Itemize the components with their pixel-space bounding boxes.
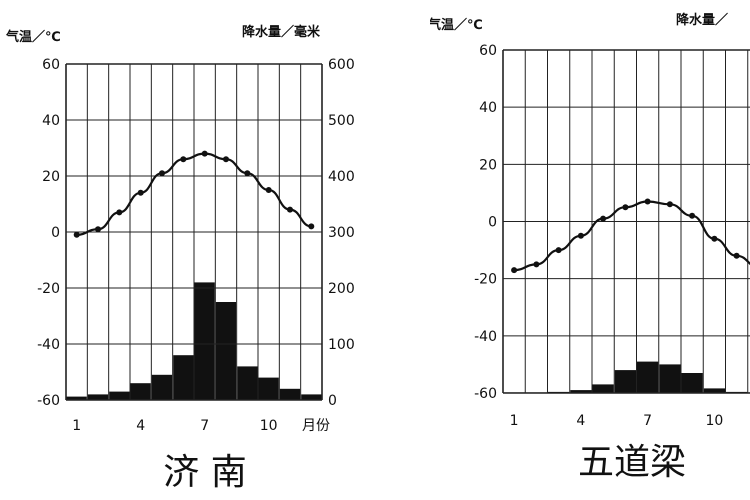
precip-axis-label: 降水量／ <box>676 12 728 28</box>
temp-axis-label: 气温／℃ <box>6 29 61 45</box>
temperature-point-month-12 <box>308 223 315 230</box>
temperature-point-month-1 <box>73 231 80 238</box>
precip-tick-label: 400 <box>328 169 355 185</box>
precip-bar-month-4 <box>570 390 592 393</box>
precip-tick-label: 600 <box>328 57 355 73</box>
temp-tick-label: -40 <box>474 329 497 345</box>
precip-bar-month-5 <box>592 384 614 393</box>
temperature-point-month-4 <box>577 232 584 239</box>
temperature-point-month-7 <box>201 150 208 157</box>
precip-bar-month-9 <box>681 373 703 393</box>
precip-bar-month-10 <box>703 388 726 393</box>
precip-bar-month-7 <box>194 282 215 400</box>
precip-bar-month-12 <box>301 394 322 400</box>
precip-tick-label: 0 <box>328 393 337 409</box>
temp-tick-label: 40 <box>479 100 497 116</box>
month-tick-label: 10 <box>705 413 723 429</box>
precip-tick-label: 300 <box>328 225 355 241</box>
precip-tick-label: 200 <box>328 281 355 297</box>
temp-tick-label: -40 <box>37 337 60 353</box>
precip-tick-label: 500 <box>328 113 355 129</box>
temperature-point-month-10 <box>265 187 272 193</box>
precip-bar-month-6 <box>614 370 637 393</box>
temp-tick-label: 60 <box>42 57 60 73</box>
month-tick-label: 7 <box>200 418 209 434</box>
temp-tick-label: 0 <box>488 215 497 231</box>
precip-bar-month-9 <box>237 366 258 400</box>
temperature-point-month-5 <box>159 170 165 177</box>
temp-tick-label: -20 <box>37 281 60 297</box>
temperature-point-month-1 <box>511 267 518 274</box>
precip-bar-month-4 <box>130 383 151 400</box>
temperature-point-month-3 <box>116 209 123 216</box>
temp-tick-label: -60 <box>474 386 497 402</box>
temperature-point-month-9 <box>689 212 696 219</box>
temperature-point-month-2 <box>95 226 101 233</box>
temperature-point-month-5 <box>600 215 607 222</box>
temperature-point-month-4 <box>137 189 144 196</box>
precip-bar-month-7 <box>637 361 659 393</box>
precip-tick-label: 100 <box>328 337 355 353</box>
precip-bar-month-5 <box>151 374 173 400</box>
temp-tick-label: -20 <box>474 272 497 288</box>
temperature-point-month-11 <box>733 252 740 259</box>
temperature-point-month-6 <box>622 204 629 211</box>
precip-bar-month-3 <box>109 391 130 400</box>
temp-tick-label: 20 <box>479 157 497 173</box>
temp-tick-label: -60 <box>37 393 60 409</box>
month-tick-label: 1 <box>72 418 81 434</box>
month-unit-label: 月份 <box>302 418 330 434</box>
temperature-point-month-11 <box>287 206 293 213</box>
temp-tick-label: 60 <box>479 43 497 59</box>
city-title: 五道梁 <box>578 442 686 483</box>
month-tick-label: 7 <box>643 413 652 429</box>
month-tick-label: 4 <box>136 418 145 434</box>
precip-bar-month-6 <box>173 355 194 400</box>
precip-axis-label: 降水量／毫米 <box>242 24 321 40</box>
temp-tick-label: 0 <box>51 225 60 241</box>
month-tick-label: 1 <box>510 413 519 429</box>
temp-axis-label: 气温／℃ <box>428 17 483 33</box>
temperature-point-month-9 <box>244 170 251 177</box>
month-tick-label: 4 <box>576 413 585 429</box>
precip-bar-month-8 <box>659 364 681 393</box>
temperature-point-month-3 <box>555 247 562 254</box>
precip-bar-month-10 <box>258 377 279 400</box>
temp-tick-label: 20 <box>42 169 60 185</box>
temperature-point-month-6 <box>180 156 187 163</box>
month-tick-label: 10 <box>260 418 278 434</box>
precip-bar-month-1 <box>66 396 87 400</box>
precip-bar-month-11 <box>279 388 301 400</box>
temp-tick-label: 40 <box>42 113 60 129</box>
temperature-point-month-7 <box>644 198 651 205</box>
precip-bar-month-2 <box>87 394 109 400</box>
temperature-point-month-10 <box>711 235 718 242</box>
temperature-point-month-8 <box>223 156 229 163</box>
precip-bar-month-8 <box>215 302 237 400</box>
city-title: 济 南 <box>163 452 246 493</box>
temperature-point-month-2 <box>533 261 540 268</box>
temperature-point-month-8 <box>666 201 673 208</box>
